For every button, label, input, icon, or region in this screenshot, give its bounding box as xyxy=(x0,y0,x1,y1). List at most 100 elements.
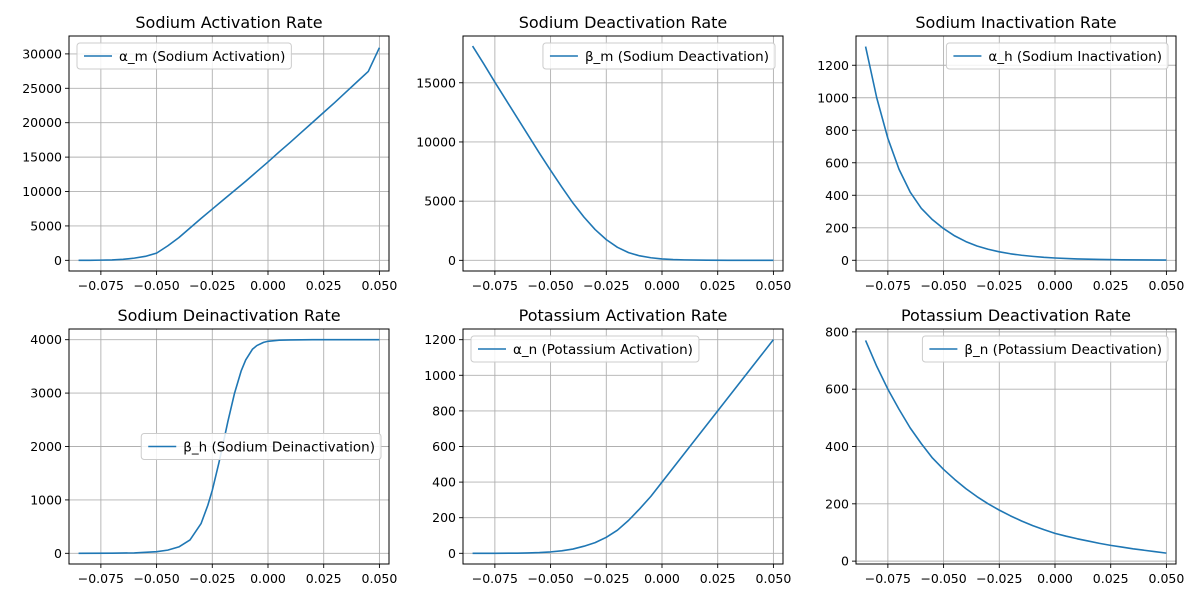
y-tick-label: 600 xyxy=(432,439,456,454)
series-line xyxy=(471,45,774,262)
y-tick-label: 2000 xyxy=(30,439,62,454)
x-tick-label: −0.075 xyxy=(78,278,124,293)
y-tick-label: 800 xyxy=(432,403,456,418)
series-line xyxy=(78,338,380,555)
y-tick-label: 1000 xyxy=(424,368,456,383)
axes-frame xyxy=(462,35,784,272)
x-tick-label: 0.050 xyxy=(756,278,792,293)
y-tick-label: 800 xyxy=(825,324,849,339)
axes-frame xyxy=(855,35,1177,272)
y-tick-label: 0 xyxy=(54,546,62,561)
legend-label: α_n (Potassium Activation) xyxy=(513,342,693,358)
x-tick-label: −0.050 xyxy=(527,278,573,293)
y-tick-label: 10000 xyxy=(416,134,456,149)
y-tick-label: 15000 xyxy=(416,75,456,90)
x-tick-label: 0.050 xyxy=(756,571,792,586)
x-tick-label: 0.025 xyxy=(700,571,736,586)
y-tick-label: 1200 xyxy=(817,58,849,73)
legend-label: β_n (Potassium Deactivation) xyxy=(964,342,1162,358)
y-tick-label: 800 xyxy=(825,123,849,138)
x-tick-label: −0.025 xyxy=(189,571,235,586)
y-tick-label: 3000 xyxy=(30,386,62,401)
subplot-1: −0.075 −0.050 −0.025 0.000 0.025 0.050 0 5000 10… xyxy=(22,13,397,293)
legend: β_n (Potassium Deactivation) xyxy=(921,335,1169,363)
x-tick-label: −0.025 xyxy=(976,571,1022,586)
y-tick-label: 1200 xyxy=(424,332,456,347)
x-tick-label: 0.000 xyxy=(1037,278,1073,293)
y-tick-label: 15000 xyxy=(22,150,62,165)
y-tick-label: 600 xyxy=(825,382,849,397)
y-tick-label: 600 xyxy=(825,155,849,170)
y-tick-label: 1000 xyxy=(30,492,62,507)
x-tick-label: −0.075 xyxy=(78,571,124,586)
x-tick-label: −0.025 xyxy=(189,278,235,293)
x-tick-label: −0.025 xyxy=(583,571,629,586)
x-tick-label: −0.025 xyxy=(976,278,1022,293)
y-tick-label: 0 xyxy=(841,554,849,569)
x-tick-label: −0.075 xyxy=(472,278,518,293)
legend: α_m (Sodium Activation) xyxy=(76,42,292,70)
x-tick-label: −0.050 xyxy=(133,278,179,293)
legend-label: α_m (Sodium Activation) xyxy=(119,49,285,65)
x-tick-label: 0.050 xyxy=(362,278,398,293)
y-tick-label: 25000 xyxy=(22,81,62,96)
x-tick-label: 0.000 xyxy=(644,571,680,586)
x-tick-label: −0.075 xyxy=(865,278,911,293)
y-tick-label: 400 xyxy=(432,475,456,490)
legend-label: β_h (Sodium Deinactivation) xyxy=(183,440,375,456)
subplot-2: −0.075 −0.050 −0.025 0.000 0.025 0.050 0 5000 10… xyxy=(416,13,791,293)
legend: β_m (Sodium Deactivation) xyxy=(542,42,776,70)
subplot-6: −0.075 −0.050 −0.025 0.000 0.025 0.050 0 200 400… xyxy=(825,306,1184,586)
x-tick-label: −0.075 xyxy=(865,571,911,586)
x-tick-label: 0.000 xyxy=(250,571,286,586)
y-tick-label: 0 xyxy=(841,253,849,268)
axes-frame xyxy=(68,35,390,272)
x-tick-label: −0.050 xyxy=(527,571,573,586)
y-tick-label: 10000 xyxy=(22,184,62,199)
subplot-3: −0.075 −0.050 −0.025 0.000 0.025 0.050 0 200 400… xyxy=(817,13,1184,293)
x-tick-label: 0.025 xyxy=(306,571,342,586)
legend-box xyxy=(921,335,1169,363)
y-tick-label: 20000 xyxy=(22,115,62,130)
y-tick-label: 200 xyxy=(825,220,849,235)
y-tick-label: 400 xyxy=(825,188,849,203)
y-tick-label: 30000 xyxy=(22,46,62,61)
y-tick-label: 1000 xyxy=(817,90,849,105)
x-tick-label: 0.050 xyxy=(1149,571,1185,586)
legend-label: α_h (Sodium Inactivation) xyxy=(988,49,1162,65)
y-tick-label: 400 xyxy=(825,439,849,454)
y-tick-label: 200 xyxy=(825,496,849,511)
x-tick-label: 0.000 xyxy=(644,278,680,293)
y-tick-label: 0 xyxy=(448,546,456,561)
series-line xyxy=(864,340,1167,554)
x-tick-label: 0.025 xyxy=(700,278,736,293)
x-tick-label: −0.075 xyxy=(472,571,518,586)
legend: β_h (Sodium Deinactivation) xyxy=(140,433,382,460)
legend-box xyxy=(470,335,700,363)
chart-title: Sodium Inactivation Rate xyxy=(915,13,1116,32)
x-tick-label: 0.025 xyxy=(1093,571,1129,586)
chart-title: Sodium Deactivation Rate xyxy=(519,13,728,32)
y-tick-label: 200 xyxy=(432,510,456,525)
x-tick-label: 0.000 xyxy=(1037,571,1073,586)
y-tick-label: 4000 xyxy=(30,332,62,347)
x-tick-label: 0.000 xyxy=(250,278,286,293)
legend-label: β_m (Sodium Deactivation) xyxy=(585,49,769,65)
x-tick-label: 0.025 xyxy=(306,278,342,293)
y-tick-label: 5000 xyxy=(30,218,62,233)
chart-title: Sodium Activation Rate xyxy=(135,13,322,32)
x-tick-label: −0.050 xyxy=(920,571,966,586)
legend: α_n (Potassium Activation) xyxy=(470,335,700,363)
series-line xyxy=(472,339,775,555)
x-tick-label: −0.025 xyxy=(583,278,629,293)
subplot-4: −0.075 −0.050 −0.025 0.000 0.025 0.050 0 1000 20… xyxy=(30,306,397,586)
y-tick-label: 0 xyxy=(448,253,456,268)
series-line xyxy=(78,47,381,262)
chart-title: Potassium Activation Rate xyxy=(519,306,728,325)
x-tick-label: −0.050 xyxy=(133,571,179,586)
legend-box xyxy=(945,42,1169,70)
x-tick-label: 0.025 xyxy=(1093,278,1129,293)
chart-title: Potassium Deactivation Rate xyxy=(901,306,1131,325)
x-tick-label: 0.050 xyxy=(362,571,398,586)
